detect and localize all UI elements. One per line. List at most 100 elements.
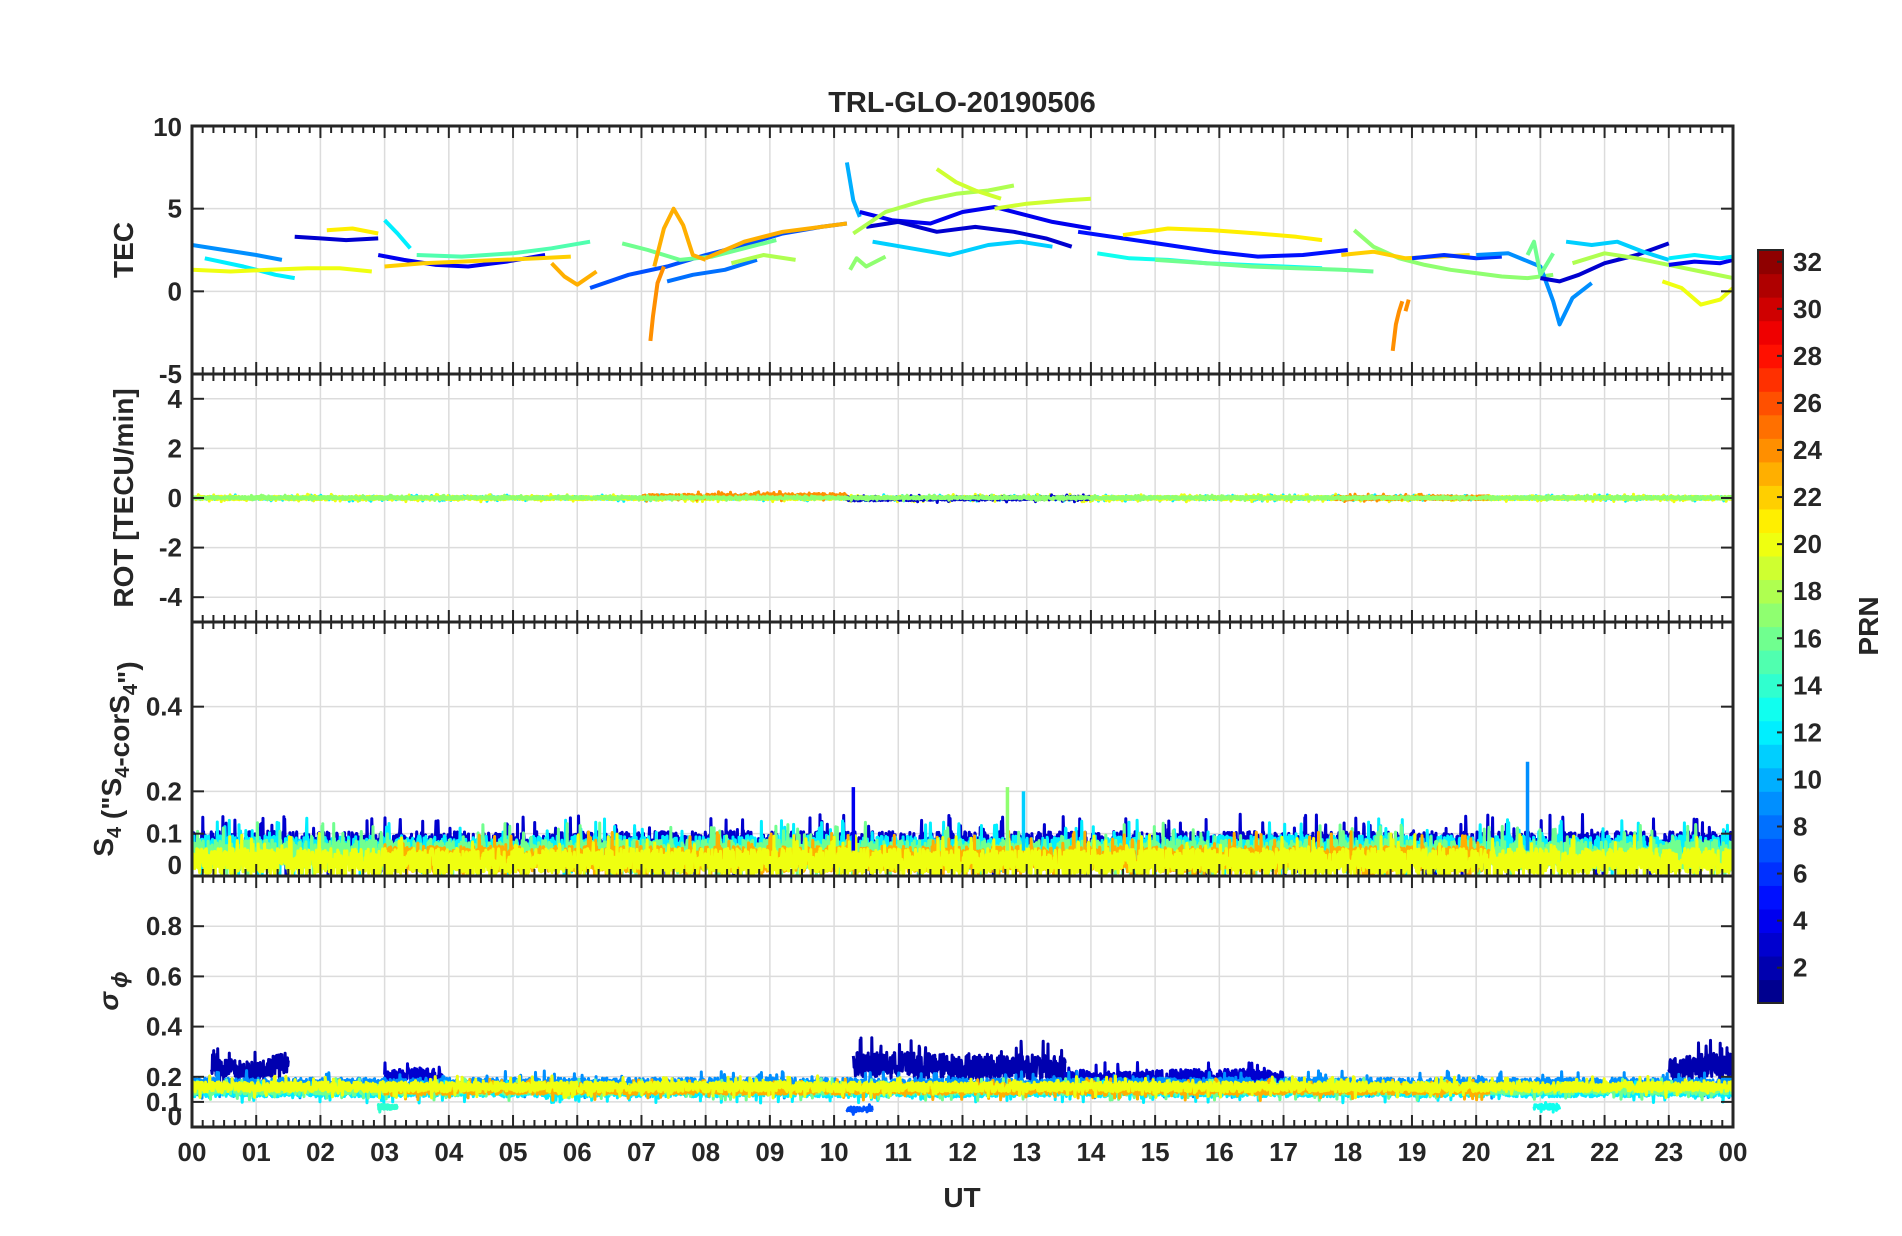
series-prn-23 xyxy=(550,261,598,287)
x-tick-label: 01 xyxy=(242,1137,271,1167)
x-tick-label: 15 xyxy=(1141,1137,1170,1167)
series-prn-4 xyxy=(1668,257,1733,267)
colorbar-swatch xyxy=(1758,838,1783,863)
x-tick-label: 23 xyxy=(1654,1137,1683,1167)
y-tick-label: 0.8 xyxy=(146,911,182,941)
series-prn-11 xyxy=(1565,239,1670,262)
colorbar-swatch xyxy=(1758,320,1783,345)
colorbar-swatch xyxy=(1758,273,1783,298)
x-tick-label: 03 xyxy=(370,1137,399,1167)
panel-s4: 00.1 0.2 0.4S4 ("S4-corS4") xyxy=(88,620,1735,880)
chart-title: TRL-GLO-20190506 xyxy=(828,87,1096,119)
y-tick-label: -4 xyxy=(159,582,183,612)
x-tick-label: 19 xyxy=(1397,1137,1426,1167)
colorbar-tick-label: 18 xyxy=(1793,576,1822,606)
series-prn-12 xyxy=(1668,253,1733,261)
y-tick-label: 0.1 xyxy=(146,1087,182,1117)
series-prn-20 xyxy=(1661,279,1733,307)
series-prn-9 xyxy=(192,243,283,262)
colorbar-tick-label: 14 xyxy=(1793,670,1822,700)
series-prn-24 xyxy=(648,265,666,342)
colorbar-tick-label: 24 xyxy=(1793,435,1822,465)
series-prn-6 xyxy=(1411,253,1502,261)
colorbar-swatch xyxy=(1758,602,1783,628)
y-axis-title: ROT [TECU/min] xyxy=(108,388,139,607)
colorbar-tick-label: 2 xyxy=(1793,953,1807,983)
panel-sigma_phi: 00.10.2 0.4 0.6 0.8 σϕ 00 01 02 03 04 05 06 07 08 09 10… xyxy=(93,874,1748,1167)
x-tick-label: 14 xyxy=(1076,1137,1105,1167)
series-prn-16 xyxy=(1154,257,1374,274)
x-tick-label: 09 xyxy=(755,1137,784,1167)
colorbar-tick-label: 28 xyxy=(1793,341,1822,371)
y-tick-label: 0 xyxy=(168,1101,182,1131)
series-prn-23 xyxy=(652,206,707,267)
series-prn-15 xyxy=(416,239,591,259)
series-prn-21 xyxy=(326,226,379,236)
y-tick-label: 0.2 xyxy=(146,776,182,806)
colorbar-swatch xyxy=(1758,791,1783,816)
y-tick-label: 0.6 xyxy=(146,961,182,991)
x-tick-label: 05 xyxy=(499,1137,528,1167)
series-prn-12 xyxy=(383,218,412,250)
colorbar-swatch xyxy=(1758,979,1783,1004)
series-prn-19 xyxy=(994,196,1092,211)
series-prn-17 xyxy=(848,254,887,271)
y-tick-label: 0.1 xyxy=(146,819,182,849)
series-prn-22 xyxy=(384,254,571,269)
y-tick-label: 0.4 xyxy=(146,1012,183,1042)
colorbar-swatch xyxy=(1758,932,1783,957)
series-prn-2 xyxy=(851,1036,1067,1096)
y-tick-label: 0.4 xyxy=(146,692,183,722)
colorbar-swatch xyxy=(1758,885,1783,910)
x-axis-title: UT xyxy=(943,1182,980,1213)
y-tick-label: -2 xyxy=(159,533,182,563)
colorbar-tick-label: 32 xyxy=(1793,247,1822,277)
colorbar-tick-label: 22 xyxy=(1793,482,1822,512)
x-tick-label: 00 xyxy=(1719,1137,1748,1167)
y-tick-label: 0 xyxy=(168,483,182,513)
y-tick-label: 4 xyxy=(168,384,183,414)
y-tick-label: -5 xyxy=(159,359,182,389)
colorbar-swatch xyxy=(1758,697,1783,722)
colorbar-swatch xyxy=(1758,461,1783,486)
series-prn-7 xyxy=(845,1103,874,1116)
y-tick-label: 0.2 xyxy=(146,1062,182,1092)
colorbar-tick-label: 8 xyxy=(1793,812,1807,842)
series-prn-16 xyxy=(1525,239,1555,277)
x-tick-label: 21 xyxy=(1526,1137,1555,1167)
y-tick-label: 0 xyxy=(168,276,182,306)
series-prn-17 xyxy=(192,493,1733,502)
x-tick-label: 22 xyxy=(1590,1137,1619,1167)
colorbar-swatch xyxy=(1758,367,1783,392)
colorbar-tick-label: 10 xyxy=(1793,764,1822,794)
series-group xyxy=(192,162,1733,352)
series-prn-24 xyxy=(1403,299,1411,312)
series-prn-23 xyxy=(704,221,848,261)
series-prn-8 xyxy=(666,257,758,284)
series-group xyxy=(192,1036,1733,1116)
series-prn-24 xyxy=(1390,300,1405,352)
series-group xyxy=(192,490,1733,504)
x-tick-label: 18 xyxy=(1333,1137,1362,1167)
series-prn-5 xyxy=(1077,229,1349,259)
series-prn-3 xyxy=(865,219,1073,249)
series-prn-13 xyxy=(1532,1101,1562,1114)
series-prn-9 xyxy=(1476,251,1593,327)
series-prn-20 xyxy=(192,266,373,274)
x-tick-label: 02 xyxy=(306,1137,335,1167)
colorbar-frame xyxy=(1757,249,1784,1004)
colorbar-swatch xyxy=(1758,650,1783,675)
x-tick-label: 06 xyxy=(563,1137,592,1167)
x-tick-label: 08 xyxy=(691,1137,720,1167)
panel-tec: -5 0 5 10 TEC xyxy=(108,112,1735,389)
series-prn-10 xyxy=(844,162,862,218)
x-tick-label: 04 xyxy=(434,1137,463,1167)
series-prn-14 xyxy=(376,1103,399,1114)
y-tick-label: 2 xyxy=(168,433,182,463)
colorbar-swatch xyxy=(1758,508,1783,533)
colorbar-tick-label: 20 xyxy=(1793,529,1822,559)
colorbar-label: PRN xyxy=(1853,596,1884,655)
series-prn-21 xyxy=(1122,226,1323,243)
